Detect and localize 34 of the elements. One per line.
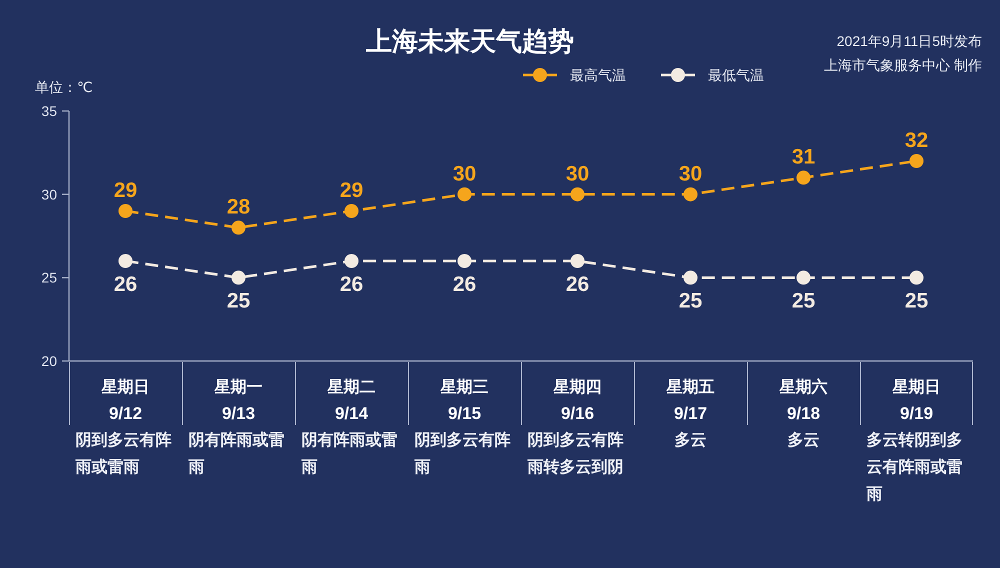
data-label: 26 [114,273,138,296]
data-label: 26 [566,273,590,296]
data-label: 28 [226,196,250,219]
category-label: 星期四 9/16 阴到多云有阵雨转多云到阴 [528,379,624,476]
text: 2021年9月11日5时发布 [836,33,982,49]
data-label: 31 [792,146,816,169]
y-tick-label: 20 [41,353,58,369]
data-label: 25 [904,290,928,313]
data-label: 30 [452,162,476,186]
data-label: 30 [566,162,590,186]
data-label: 25 [226,290,250,313]
data-label: 25 [678,290,702,313]
data-label: 30 [678,162,702,186]
category-label: 星期日 9/12 阴到多云有阵雨或雷雨 [76,379,172,476]
y-tick-label: 35 [41,103,58,119]
y-tick-label: 25 [41,270,58,286]
data-label: 29 [340,179,364,202]
y-tick-label: 30 [41,186,58,202]
category-label: 星期三 9/15 阴到多云有阵雨 [414,379,510,476]
data-label: 29 [114,179,138,202]
data-label: 25 [792,290,816,313]
data-label: 26 [340,273,364,296]
text: 上海市气象服务中心 制作 [824,57,982,73]
data-label: 32 [904,129,928,152]
category-label: 星期一 9/13 阴有阵雨或雷雨 [188,379,284,476]
category-label: 星期五 9/17 多云 [666,379,714,449]
legend-label: 最低气温 [708,67,764,83]
y-axis-title: 单位：℃ [35,79,93,95]
legend-label: 最高气温 [570,67,626,83]
category-label: 星期六 9/18 多云 [780,379,828,449]
data-label: 26 [452,273,476,296]
category-label: 星期日 9/19 多云转阴到多云有阵雨或雷雨 [866,379,962,503]
category-label: 星期二 9/14 阴有阵雨或雷雨 [302,379,398,476]
chart-title: 上海未来天气趋势 [365,26,574,56]
